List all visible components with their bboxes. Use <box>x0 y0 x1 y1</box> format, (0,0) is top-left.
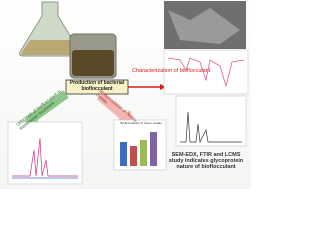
bar <box>120 142 127 166</box>
production-label: Production of bacterial bioflocculant <box>69 80 125 92</box>
bar <box>140 140 147 166</box>
chromatogram-panel <box>7 121 83 185</box>
ftir-spectrum <box>167 57 245 88</box>
graphical-abstract: Production of bacterial bioflocculant Ch… <box>0 0 251 189</box>
bar <box>130 146 137 166</box>
characterization-label: Characterization of bioflocculant <box>132 68 211 74</box>
edx-spectrum <box>180 111 242 144</box>
arrow-head <box>160 84 166 90</box>
artwork <box>7 1 249 185</box>
beaker-content <box>72 50 114 76</box>
bar-chart-title: Bioflocculation of heavy metals <box>120 121 162 125</box>
bar <box>150 132 157 166</box>
sem-texture <box>168 8 240 44</box>
flask-liquid <box>21 40 79 55</box>
edx-panel <box>175 95 247 147</box>
ftir-panel <box>163 49 249 95</box>
arrow-head <box>22 110 38 124</box>
conclusion-label: SEM-EDX, FTIR and LCMS study indicates g… <box>168 152 244 171</box>
chromatogram-line <box>12 137 78 177</box>
